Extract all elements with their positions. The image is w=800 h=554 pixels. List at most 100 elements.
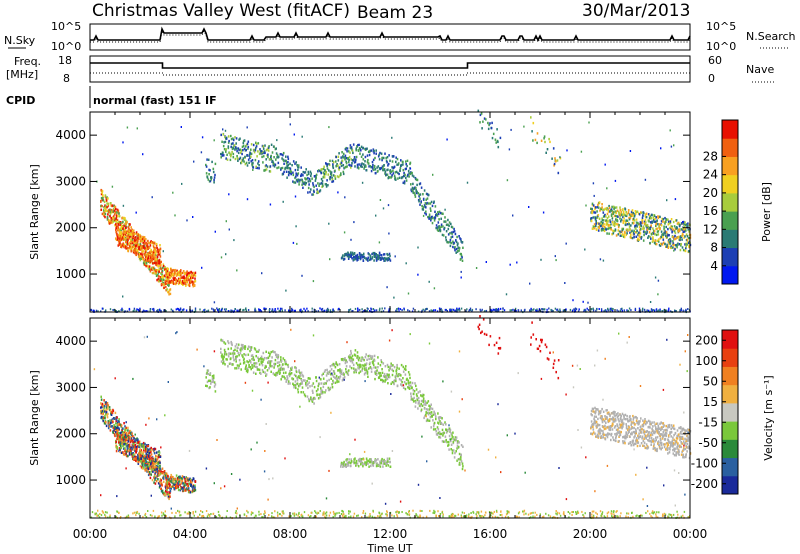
velocity-cell bbox=[107, 405, 109, 408]
power-cell bbox=[152, 262, 154, 265]
power-cell bbox=[440, 307, 442, 310]
power-cell bbox=[532, 308, 534, 311]
power-cell bbox=[441, 212, 443, 215]
power-cell bbox=[139, 233, 141, 237]
power-cell bbox=[295, 225, 297, 228]
power-cell bbox=[265, 164, 267, 167]
power-cell bbox=[225, 308, 227, 311]
velocity-cell bbox=[249, 366, 252, 369]
power-cell bbox=[495, 141, 497, 144]
power-cell bbox=[672, 220, 675, 224]
power-cell bbox=[650, 224, 652, 227]
power-cell bbox=[158, 268, 160, 271]
power-cell bbox=[401, 176, 404, 179]
velocity-cell bbox=[328, 378, 330, 382]
power-cell bbox=[105, 205, 107, 208]
power-cell bbox=[347, 157, 350, 160]
power-cell bbox=[253, 151, 256, 154]
power-cell bbox=[315, 173, 318, 176]
power-cell bbox=[416, 183, 418, 187]
power-cell bbox=[629, 228, 631, 231]
velocity-cell bbox=[145, 468, 148, 471]
power-cell bbox=[685, 238, 688, 242]
power-cell bbox=[120, 309, 122, 312]
velocity-cell bbox=[110, 409, 112, 412]
power-cell bbox=[596, 210, 598, 213]
velocity-cell bbox=[172, 476, 174, 479]
power-cell bbox=[268, 309, 271, 312]
power-cell bbox=[417, 273, 419, 276]
power-cell bbox=[220, 308, 223, 311]
power-cell bbox=[631, 214, 633, 217]
power-cell bbox=[128, 308, 131, 311]
power-cell bbox=[125, 226, 127, 230]
power-cell bbox=[658, 215, 660, 218]
colorbar-tick-label: 12 bbox=[703, 222, 718, 236]
power-cell bbox=[213, 178, 215, 182]
power-cell bbox=[645, 221, 647, 224]
power-cell bbox=[683, 225, 686, 228]
velocity-cell bbox=[205, 376, 207, 379]
power-cell bbox=[206, 176, 209, 179]
power-cell bbox=[592, 204, 595, 207]
beam-label: Beam 23 bbox=[357, 3, 433, 23]
power-cell bbox=[594, 211, 597, 214]
power-cell bbox=[625, 228, 628, 231]
velocity-cell bbox=[143, 455, 146, 458]
power-cell bbox=[205, 165, 208, 168]
power-cell bbox=[291, 164, 293, 167]
velocity-cell bbox=[103, 405, 106, 408]
power-cell bbox=[387, 204, 390, 207]
power-cell bbox=[656, 227, 658, 230]
power-cell bbox=[213, 139, 215, 142]
power-cell bbox=[601, 203, 603, 206]
power-cell bbox=[371, 160, 374, 164]
power-cell bbox=[167, 274, 169, 277]
power-cell bbox=[349, 151, 351, 154]
power-cell bbox=[592, 227, 594, 230]
power-cell bbox=[187, 271, 190, 275]
velocity-cell bbox=[332, 379, 334, 383]
power-cell bbox=[162, 274, 164, 278]
power-cell bbox=[583, 310, 585, 313]
power-cell bbox=[299, 309, 301, 312]
velocity-cell bbox=[170, 485, 173, 488]
velocity-cell bbox=[112, 429, 115, 432]
power-cell bbox=[200, 151, 203, 154]
power-cell bbox=[150, 254, 152, 257]
power-cell bbox=[145, 310, 147, 313]
power-cell bbox=[411, 188, 413, 191]
power-cell bbox=[137, 245, 139, 248]
power-cell bbox=[509, 309, 511, 312]
velocity-cell bbox=[329, 365, 332, 368]
velocity-cell bbox=[169, 484, 171, 487]
power-cell bbox=[598, 201, 601, 204]
power-cell bbox=[450, 222, 452, 226]
power-cell bbox=[126, 247, 129, 250]
power-cell bbox=[496, 310, 498, 313]
velocity-cell bbox=[191, 490, 193, 494]
power-cell bbox=[377, 254, 379, 257]
power-cell bbox=[128, 241, 131, 245]
power-cell bbox=[642, 227, 644, 230]
colorbar-swatch bbox=[722, 174, 738, 194]
power-cell bbox=[192, 281, 195, 284]
power-cell bbox=[649, 215, 652, 218]
velocity-cell bbox=[285, 362, 287, 366]
power-cell bbox=[419, 182, 422, 185]
power-cell bbox=[637, 237, 639, 240]
power-cell bbox=[383, 164, 385, 167]
power-cell bbox=[597, 203, 599, 207]
power-cell bbox=[253, 148, 255, 151]
power-cell bbox=[330, 171, 333, 174]
y-tick-label: 2000 bbox=[55, 221, 86, 235]
velocity-cell bbox=[115, 418, 118, 421]
power-cell bbox=[250, 160, 252, 163]
power-cell bbox=[130, 238, 132, 241]
power-cell bbox=[672, 235, 675, 239]
velocity-cell bbox=[261, 361, 263, 364]
power-cell bbox=[297, 166, 300, 169]
velocity-cell bbox=[287, 380, 290, 383]
power-cell bbox=[353, 158, 355, 161]
power-cell bbox=[626, 223, 629, 226]
